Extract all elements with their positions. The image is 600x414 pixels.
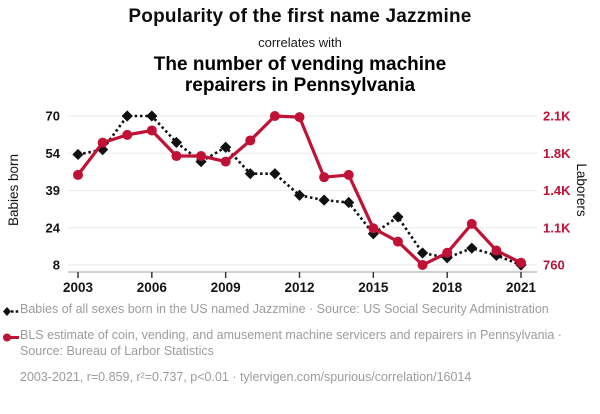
data-point-circle bbox=[417, 260, 428, 270]
left-axis-tick-label: 8 bbox=[53, 258, 60, 273]
legend-label-babies: Babies of all sexes born in the US named… bbox=[20, 302, 549, 316]
x-axis-tick-label: 2006 bbox=[137, 280, 168, 295]
data-point-circle bbox=[466, 218, 477, 229]
x-axis-tick-label: 2003 bbox=[63, 280, 94, 295]
x-axis-tick-label: 2018 bbox=[432, 280, 463, 295]
data-point-circle bbox=[196, 151, 207, 162]
right-axis-tick-label: 1.8K bbox=[543, 146, 571, 161]
data-point-circle bbox=[269, 111, 280, 121]
data-point-circle bbox=[442, 247, 453, 258]
data-point-circle bbox=[516, 257, 526, 268]
x-axis-tick-label: 2009 bbox=[211, 280, 241, 295]
data-point-diamond bbox=[392, 211, 404, 223]
red-circle-solid-line-icon bbox=[3, 327, 20, 346]
data-point-circle bbox=[392, 236, 403, 247]
data-point-circle bbox=[97, 137, 108, 148]
x-axis-tick-label: 2021 bbox=[506, 280, 537, 295]
data-point-circle bbox=[171, 151, 182, 162]
chart-subtitle: The number of vending machine repairers … bbox=[153, 54, 447, 97]
x-axis-tick-label: 2012 bbox=[284, 280, 314, 295]
right-axis-tick-label: 2.1K bbox=[543, 109, 571, 124]
stats-and-url-text: 2003-2021, r=0.859, r²=0.737, p<0.01 · t… bbox=[20, 370, 472, 384]
data-point-diamond bbox=[121, 110, 133, 122]
data-point-circle bbox=[491, 245, 502, 256]
data-point-diamond bbox=[269, 168, 281, 180]
data-point-circle bbox=[319, 172, 330, 183]
data-point-diamond bbox=[170, 136, 183, 149]
data-point-circle bbox=[146, 125, 157, 136]
data-point-diamond bbox=[343, 196, 355, 209]
page-title: Popularity of the first name Jazzmine bbox=[128, 6, 472, 27]
data-point-circle bbox=[122, 129, 133, 140]
legend-item-babies: Babies of all sexes born in the US named… bbox=[3, 301, 593, 320]
data-point-circle bbox=[368, 223, 379, 234]
data-point-diamond bbox=[466, 242, 478, 254]
data-point-diamond bbox=[220, 141, 232, 153]
data-point-circle bbox=[294, 112, 305, 123]
line-chart: 70 2.1K 54 1.8K 39 1.4K 24 1.1K 8 760 2003 2006 2009… bbox=[46, 109, 572, 296]
right-axis-tick-label: 760 bbox=[543, 258, 565, 273]
data-point-circle bbox=[343, 169, 354, 180]
legend-item-laborers: BLS estimate of coin, vending, and amuse… bbox=[3, 327, 593, 359]
data-point-diamond bbox=[293, 189, 306, 201]
right-axis-tick-label: 1.4K bbox=[543, 183, 571, 198]
left-axis-tick-label: 39 bbox=[46, 183, 60, 198]
correlates-with-text: correlates with bbox=[258, 35, 342, 50]
left-axis-tick-label: 24 bbox=[46, 220, 61, 235]
left-axis-tick-label: 70 bbox=[46, 109, 60, 124]
data-point-circle bbox=[245, 135, 256, 146]
data-point-diamond bbox=[244, 168, 256, 180]
data-point-circle bbox=[220, 156, 231, 167]
x-axis-tick-label: 2015 bbox=[358, 280, 389, 295]
right-axis-tick-label: 1.1K bbox=[543, 220, 571, 235]
legend-label-laborers: BLS estimate of coin, vending, and amuse… bbox=[20, 328, 562, 358]
chart-footer: Babies of all sexes born in the US named… bbox=[3, 301, 593, 385]
data-point-diamond bbox=[416, 247, 429, 259]
data-point-diamond bbox=[318, 194, 330, 206]
data-point-circle bbox=[73, 169, 83, 180]
data-point-diamond bbox=[72, 148, 84, 161]
left-axis-tick-label: 54 bbox=[46, 146, 61, 161]
black-diamond-dashed-line-icon bbox=[3, 301, 20, 320]
